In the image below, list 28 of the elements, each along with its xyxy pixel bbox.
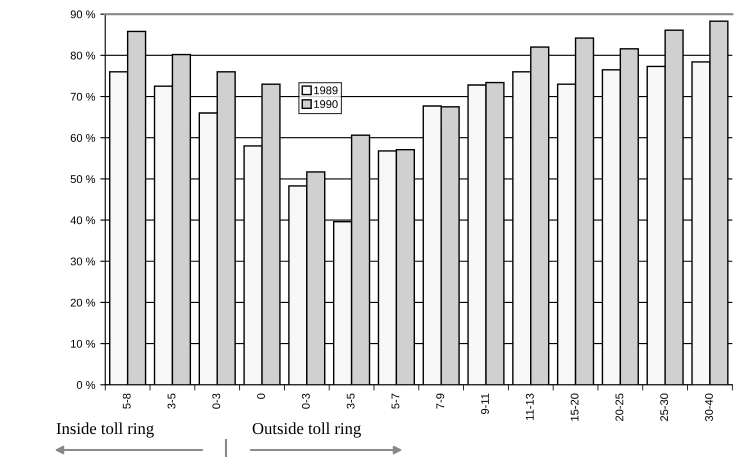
y-tick-label: 90 % xyxy=(70,10,96,18)
legend-label: 1989 xyxy=(314,86,338,94)
x-tick-label: 0 xyxy=(257,394,265,399)
y-tick-label: 40 % xyxy=(70,216,96,224)
x-tick-label: 25-30 xyxy=(660,394,668,421)
x-tick-label: 20-25 xyxy=(615,394,624,421)
x-tick-label: 9-11 xyxy=(481,394,489,414)
legend-label: 1990 xyxy=(314,100,338,108)
y-tick-label: 70 % xyxy=(70,92,96,101)
y-tick-label: 10 % xyxy=(71,340,96,348)
x-tick-label: 7-9 xyxy=(436,394,444,409)
y-tick-label: 50 % xyxy=(70,175,96,184)
x-tick-label: 30-40 xyxy=(705,394,713,422)
x-tick-label: 5-7 xyxy=(392,394,400,409)
x-tick-label: 0-3 xyxy=(302,394,310,409)
x-tick-label: 3-5 xyxy=(168,394,176,409)
y-tick-label: 0 % xyxy=(76,381,96,389)
x-tick-label: 11-13 xyxy=(526,394,534,420)
x-tick-label: 5-8 xyxy=(122,394,131,409)
y-tick-label: 60 % xyxy=(70,134,96,142)
y-tick-label: 80 % xyxy=(70,52,96,60)
y-tick-label: 20 % xyxy=(70,298,96,307)
text: Inside toll ring xyxy=(56,422,154,438)
y-tick-label: 30 % xyxy=(70,258,96,266)
x-tick-label: 3-5 xyxy=(346,394,355,409)
text: Outside toll ring xyxy=(252,422,361,438)
x-tick-label: 15-20 xyxy=(570,394,579,421)
x-tick-label: 0-3 xyxy=(212,394,220,409)
